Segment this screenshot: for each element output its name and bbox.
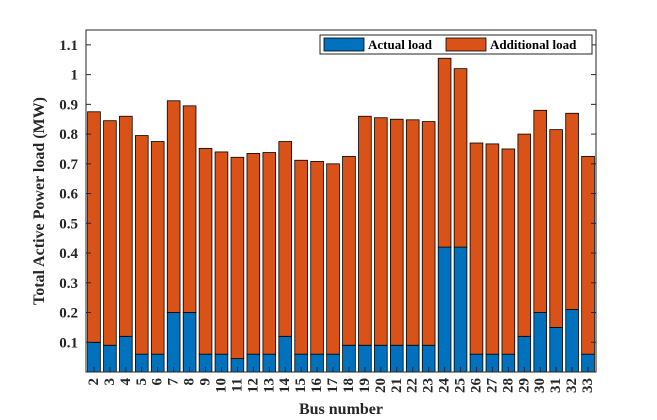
x-tick-label: 4 xyxy=(118,378,134,386)
y-tick-label: 0.3 xyxy=(59,276,78,292)
bar-additional-load-10 xyxy=(214,151,229,355)
bar-additional-load-17 xyxy=(326,163,340,355)
bar-additional-load-32 xyxy=(565,112,579,310)
legend-label-additional-load: Additional load xyxy=(490,37,577,52)
x-axis-title: Bus number xyxy=(299,401,383,418)
x-tick-label: 16 xyxy=(309,378,325,394)
y-tick-label: 0.1 xyxy=(59,335,78,351)
x-tick-label: 31 xyxy=(548,378,564,393)
x-tick-label: 10 xyxy=(213,378,229,393)
bar-additional-load-5 xyxy=(135,135,149,355)
bar-additional-load-19 xyxy=(358,115,372,346)
bar-additional-load-13 xyxy=(262,152,277,355)
bar-actual-load-14 xyxy=(278,335,292,373)
x-tick-label: 28 xyxy=(500,378,516,393)
x-tick-label: 25 xyxy=(453,378,469,393)
x-tick-label: 8 xyxy=(182,378,198,386)
bar-additional-load-2 xyxy=(87,111,101,343)
x-tick-label: 27 xyxy=(484,378,500,394)
bar-actual-load-29 xyxy=(517,335,532,373)
bar-additional-load-18 xyxy=(342,155,356,346)
legend-swatch-additional-load xyxy=(445,37,487,52)
bar-additional-load-21 xyxy=(390,118,404,346)
x-tick-label: 17 xyxy=(325,378,341,394)
x-tick-label: 22 xyxy=(405,378,421,393)
y-tick-label: 0.7 xyxy=(59,157,78,173)
x-tick-label: 24 xyxy=(437,378,453,394)
x-tick-label: 21 xyxy=(389,378,405,393)
bar-additional-load-9 xyxy=(198,147,213,355)
bar-additional-load-16 xyxy=(310,161,324,355)
y-tick-label: 1.1 xyxy=(59,38,78,54)
legend-swatch-actual-load xyxy=(323,37,365,52)
bar-additional-load-7 xyxy=(166,100,181,313)
y-tick-label: 0.5 xyxy=(59,216,78,232)
x-tick-label: 9 xyxy=(198,378,214,386)
bar-additional-load-26 xyxy=(469,142,484,355)
legend-label-actual-load: Actual load xyxy=(368,37,433,52)
bar-additional-load-11 xyxy=(230,156,245,360)
bar-additional-load-6 xyxy=(150,141,165,355)
bar-additional-load-23 xyxy=(421,121,436,346)
bar-additional-load-29 xyxy=(517,133,532,337)
x-tick-label: 20 xyxy=(373,378,389,393)
bar-additional-load-25 xyxy=(453,68,468,248)
bars-layer xyxy=(87,57,595,373)
x-tick-label: 29 xyxy=(516,378,532,393)
bar-additional-load-22 xyxy=(405,119,420,346)
x-tick-label: 15 xyxy=(293,378,309,393)
y-tick-label: 0.8 xyxy=(59,127,78,143)
x-tick-label: 11 xyxy=(229,378,245,392)
bar-additional-load-3 xyxy=(103,120,117,346)
x-tick-label: 7 xyxy=(166,378,182,386)
x-tick-label: 23 xyxy=(421,378,437,393)
bar-additional-load-31 xyxy=(549,129,563,328)
bar-actual-load-31 xyxy=(549,326,563,373)
x-tick-label: 26 xyxy=(468,378,484,394)
bar-additional-load-24 xyxy=(437,57,452,248)
x-tick-label: 19 xyxy=(357,378,373,393)
x-tick-label: 6 xyxy=(150,378,166,386)
bar-additional-load-15 xyxy=(294,159,308,355)
bar-actual-load-24 xyxy=(437,246,452,373)
bar-additional-load-27 xyxy=(485,143,500,355)
x-tick-label: 18 xyxy=(341,378,357,393)
bar-actual-load-32 xyxy=(565,309,579,373)
bar-additional-load-12 xyxy=(246,153,261,355)
bar-additional-load-14 xyxy=(278,141,292,337)
bar-additional-load-4 xyxy=(119,115,133,337)
bar-actual-load-30 xyxy=(533,312,547,373)
x-tick-label: 30 xyxy=(532,378,548,393)
x-tick-label: 33 xyxy=(580,378,596,393)
bar-additional-load-28 xyxy=(501,148,516,355)
y-tick-label: 0.4 xyxy=(59,246,78,262)
plot-area-frame xyxy=(85,29,597,373)
bar-actual-load-25 xyxy=(453,246,468,373)
legend: Actual load Additional load xyxy=(319,34,593,55)
bar-additional-load-8 xyxy=(182,105,197,313)
bar-additional-load-20 xyxy=(374,117,388,346)
x-tick-label: 14 xyxy=(277,378,293,394)
y-tick-label: 1 xyxy=(71,68,79,84)
x-tick-label: 2 xyxy=(86,378,102,386)
bar-actual-load-4 xyxy=(119,335,133,373)
bar-actual-load-8 xyxy=(182,312,197,373)
bar-additional-load-33 xyxy=(581,155,595,355)
y-tick-label: 0.9 xyxy=(59,97,78,113)
x-tick-label: 5 xyxy=(134,378,150,386)
y-tick-label: 0.6 xyxy=(59,187,78,203)
x-tick-label: 32 xyxy=(564,378,580,393)
y-tick-label: 0.2 xyxy=(59,306,78,322)
y-axis-ticks: 0.1 0.2 0.3 0.4 0.5 0.6 0.7 0.8 0.9 1 1.1 xyxy=(59,38,596,351)
x-axis-ticks: 2 3 4 5 6 7 8 9 10 11 12 13 14 15 16 17 18 19 20 21 22 23 24 25… xyxy=(86,367,596,393)
x-tick-label: 3 xyxy=(102,378,118,386)
y-axis-title: Total Active Power load (MW) xyxy=(31,97,48,305)
bar-actual-load-7 xyxy=(166,312,181,373)
bar-additional-load-30 xyxy=(533,109,547,313)
x-tick-label: 12 xyxy=(245,378,261,393)
x-tick-label: 13 xyxy=(261,378,277,393)
